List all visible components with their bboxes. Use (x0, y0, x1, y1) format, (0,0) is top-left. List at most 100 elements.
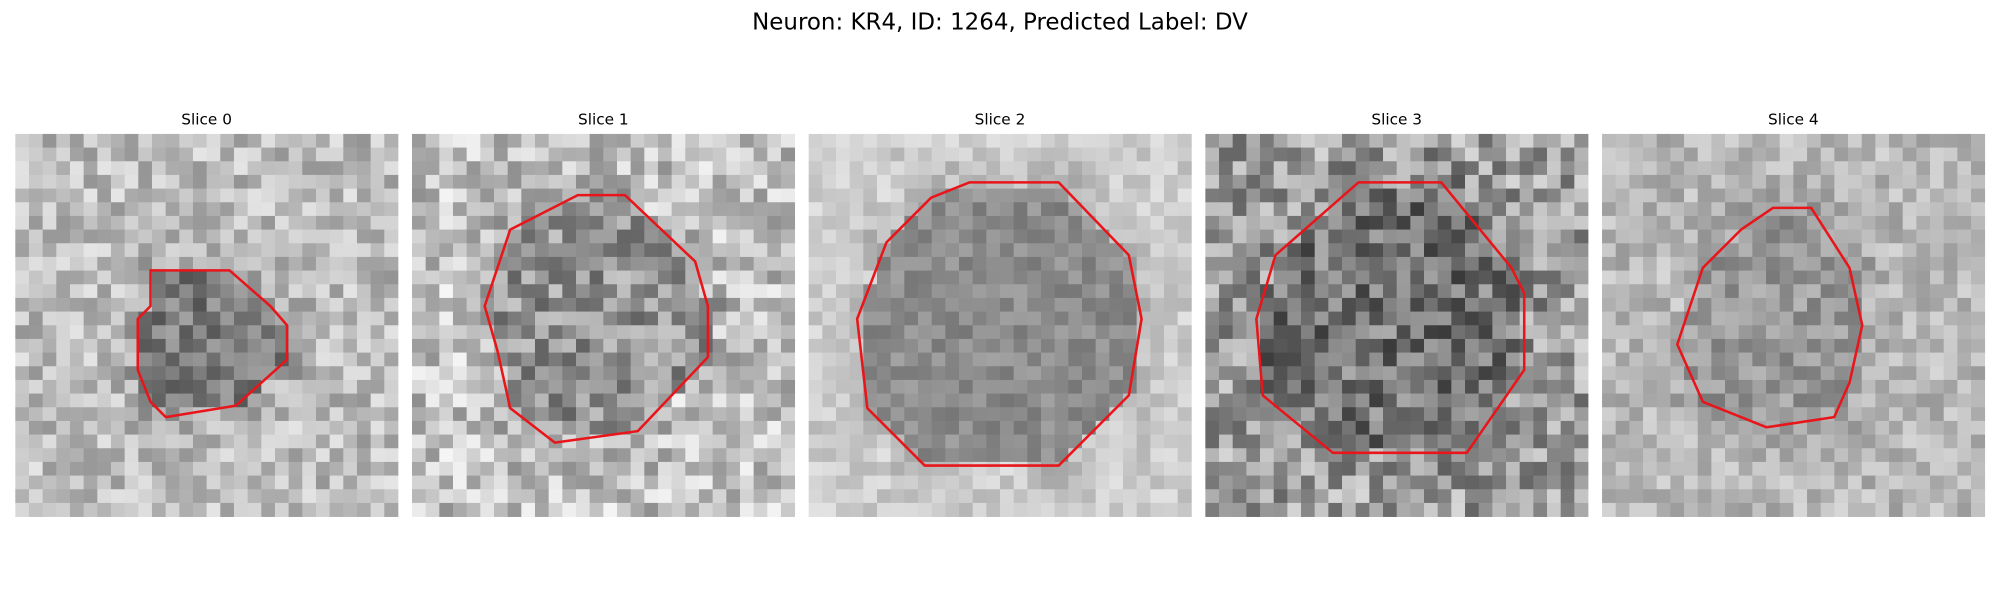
pixel (603, 379, 618, 394)
pixel (1506, 475, 1521, 490)
pixel (179, 461, 194, 476)
pixel (1232, 420, 1247, 435)
pixel (1232, 448, 1247, 463)
pixel (1219, 448, 1234, 463)
pixel (439, 338, 454, 353)
pixel (69, 202, 85, 217)
pixel (753, 161, 768, 176)
pixel (165, 147, 180, 162)
pixel (480, 352, 495, 367)
pixel (1889, 174, 1904, 189)
pixel (986, 229, 1001, 244)
pixel (1902, 448, 1917, 463)
pixel (712, 256, 727, 271)
pixel (1355, 393, 1370, 408)
pixel (931, 284, 946, 299)
pixel (343, 229, 358, 244)
pixel (1547, 352, 1562, 367)
pixel (1930, 434, 1945, 449)
pixel (1232, 475, 1247, 490)
pixel (69, 502, 85, 517)
pixel (1314, 229, 1329, 244)
pixel (877, 174, 892, 189)
pixel (1957, 366, 1972, 381)
pixel (1643, 202, 1658, 217)
pixel (233, 256, 249, 271)
pixel (1383, 434, 1398, 449)
pixel (1136, 420, 1151, 435)
pixel (1547, 270, 1562, 285)
pixel (1779, 366, 1794, 381)
pixel (288, 215, 303, 230)
pixel (1848, 407, 1863, 422)
pixel (1287, 407, 1302, 422)
pixel (1656, 174, 1671, 189)
pixel (1807, 434, 1822, 449)
pixel (507, 489, 522, 504)
pixel (1492, 352, 1507, 367)
pixel (1820, 311, 1835, 326)
pixel (1437, 489, 1452, 504)
pixel (863, 297, 878, 312)
pixel (1232, 243, 1247, 258)
pixel (1519, 215, 1534, 230)
pixel (644, 256, 659, 271)
pixel (1492, 475, 1507, 490)
pixel (288, 338, 303, 353)
pixel (753, 352, 768, 367)
pixel (1793, 270, 1808, 285)
pixel (1136, 475, 1151, 490)
pixel (1342, 461, 1357, 476)
pixel (1656, 311, 1671, 326)
pixel (1219, 325, 1234, 340)
pixel (521, 379, 536, 394)
pixel (753, 393, 768, 408)
pixel (206, 448, 221, 463)
pixel (767, 229, 782, 244)
pixel (603, 393, 618, 408)
pixel (329, 270, 344, 285)
pixel (890, 434, 905, 449)
pixel (425, 407, 440, 422)
pixel (1807, 475, 1822, 490)
pixel (1971, 338, 1986, 353)
pixel (1424, 229, 1439, 244)
pixel (575, 420, 591, 435)
pixel (1533, 461, 1548, 476)
pixel (1834, 147, 1849, 162)
pixel (411, 461, 427, 476)
pixel (507, 420, 522, 435)
pixel (288, 311, 303, 326)
pixel (1766, 461, 1781, 476)
pixel (384, 215, 399, 230)
pixel (28, 448, 44, 463)
pixel (931, 297, 946, 312)
pixel (1930, 407, 1945, 422)
pixel (1163, 448, 1179, 463)
pixel (179, 489, 194, 504)
pixel (206, 202, 221, 217)
pixel (1519, 161, 1534, 176)
pixel (712, 379, 727, 394)
pixel (1752, 338, 1767, 353)
pixel (1054, 338, 1069, 353)
pixel (521, 270, 536, 285)
pixel (780, 407, 796, 422)
pixel (233, 284, 249, 299)
pixel (671, 434, 686, 449)
pixel (165, 256, 180, 271)
pixel (1301, 311, 1316, 326)
pixel (753, 338, 768, 353)
pixel (1109, 366, 1124, 381)
pixel (1177, 133, 1192, 148)
pixel (1807, 161, 1822, 176)
pixel (1177, 215, 1192, 230)
pixel (657, 161, 673, 176)
pixel (1260, 243, 1275, 258)
pixel (302, 434, 317, 449)
pixel (1136, 366, 1151, 381)
pixel (1875, 270, 1890, 285)
pixel (1943, 502, 1958, 517)
pixel (480, 366, 495, 381)
pixel (493, 407, 509, 422)
